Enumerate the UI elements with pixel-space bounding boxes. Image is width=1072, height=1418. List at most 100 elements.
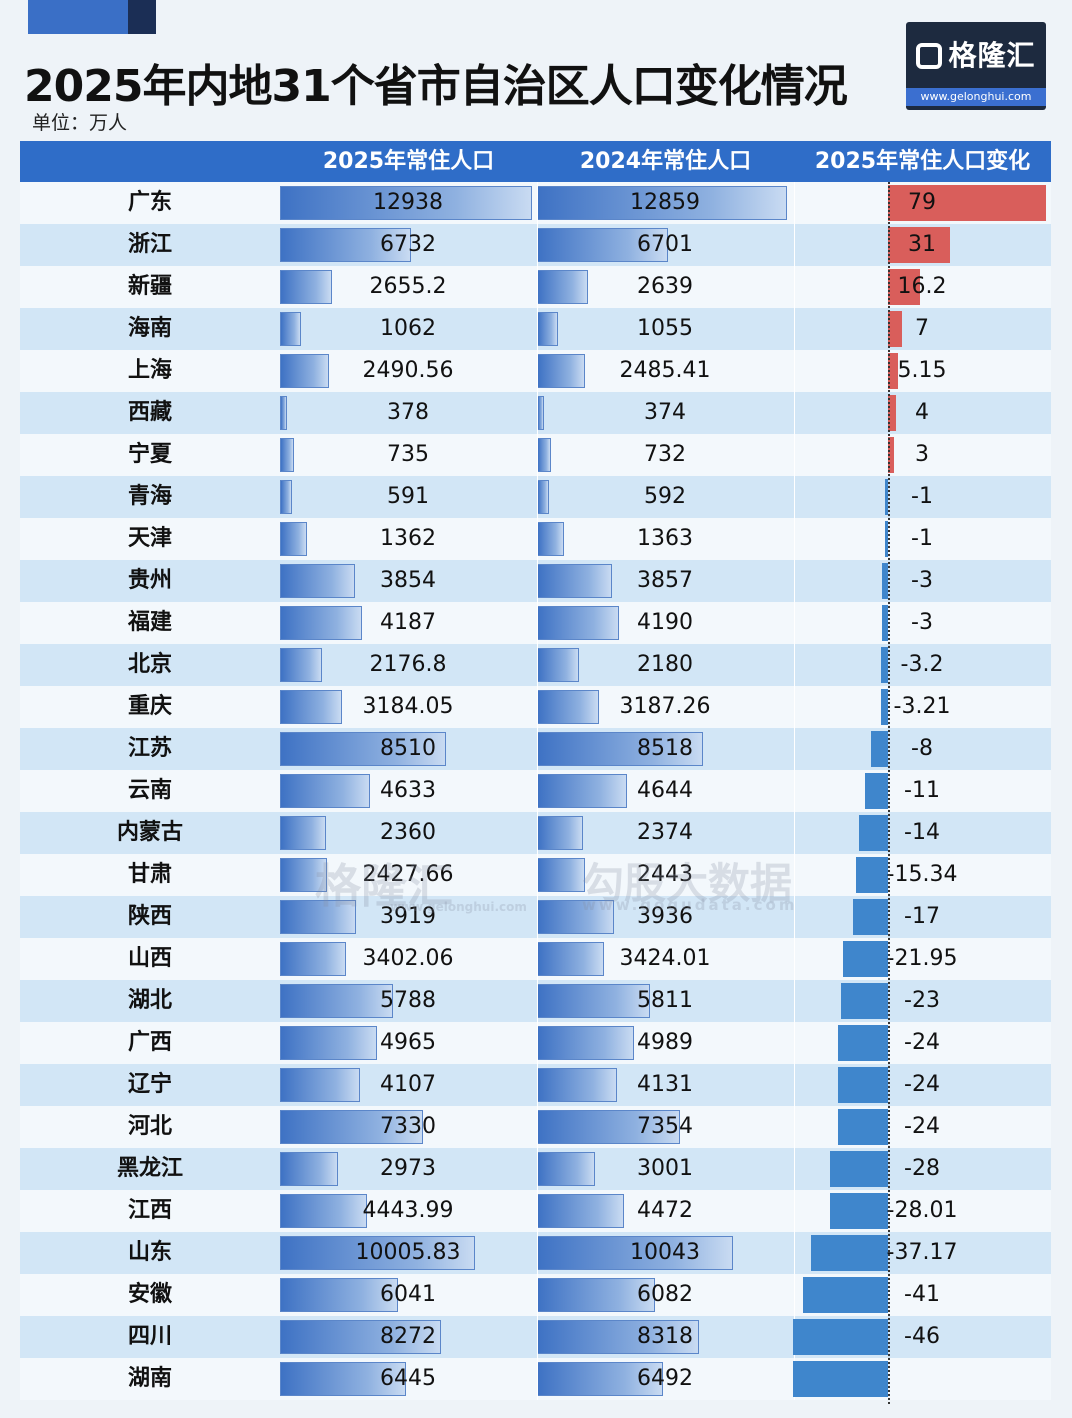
table-row: 内蒙古 2360 2374 -14	[20, 812, 1051, 854]
pop-2025-bar	[280, 984, 393, 1018]
change-value: -3	[911, 568, 933, 593]
pop-2025-cell: 3184.05	[280, 686, 536, 728]
change-value: -14	[904, 820, 940, 845]
table-row: 甘肃 2427.66 2443 -15.34	[20, 854, 1051, 896]
change-value: -21.95	[886, 946, 958, 971]
province-name: 甘肃	[127, 862, 172, 887]
pop-2025-cell: 4443.99	[280, 1190, 536, 1232]
pop-2024-cell: 12859	[537, 182, 793, 224]
pop-2025-value: 4443.99	[362, 1198, 454, 1223]
change-value: -1	[911, 526, 933, 551]
pop-2024-bar	[537, 1320, 699, 1354]
change-bar	[871, 731, 888, 767]
column-separator	[537, 518, 538, 560]
table-row: 广西 4965 4989 -24	[20, 1022, 1051, 1064]
column-separator	[537, 266, 538, 308]
province-name: 内蒙古	[116, 820, 183, 845]
pop-2024-bar	[537, 648, 580, 682]
pop-2025-cell: 2427.66	[280, 854, 536, 896]
pop-2025-bar	[280, 396, 288, 430]
table-row: 贵州 3854 3857 -3	[20, 560, 1051, 602]
change-bar	[888, 227, 950, 263]
pop-2024-cell: 5811	[537, 980, 793, 1022]
change-bar	[881, 605, 888, 641]
table-row: 上海 2490.56 2485.41 5.15	[20, 350, 1051, 392]
column-separator	[794, 182, 795, 224]
pop-2024-bar	[537, 1026, 635, 1060]
pop-2025-cell: 4633	[280, 770, 536, 812]
column-separator	[537, 560, 538, 602]
pop-2024-bar	[537, 732, 703, 766]
pop-2025-value: 591	[387, 484, 429, 509]
pop-2024-value: 8518	[637, 736, 693, 761]
change-value: -24	[904, 1072, 940, 1097]
column-separator	[794, 686, 795, 728]
pop-2025-value: 6041	[380, 1282, 436, 1307]
province-name: 黑龙江	[116, 1156, 183, 1181]
pop-2025-value: 2360	[380, 820, 436, 845]
column-separator	[794, 1064, 795, 1106]
column-separator	[794, 518, 795, 560]
column-separator	[794, 1232, 795, 1274]
pop-2024-bar	[537, 1278, 656, 1312]
column-separator	[537, 644, 538, 686]
province-name: 四川	[127, 1324, 172, 1349]
table-body: 广东 12938 12859 79 浙江 6732 6701 31 新疆 2655.2 2639 16…	[20, 182, 1051, 1400]
change-value: -11	[904, 778, 940, 803]
column-separator	[794, 224, 795, 266]
pop-2025-bar	[280, 690, 343, 724]
pop-2025-cell: 3919	[280, 896, 536, 938]
table-row: 陕西 3919 3936 -17	[20, 896, 1051, 938]
column-separator	[794, 1274, 795, 1316]
column-separator	[794, 854, 795, 896]
change-value: -24	[904, 1114, 940, 1139]
pop-2025-value: 2490.56	[362, 358, 454, 383]
pop-2025-value: 3854	[380, 568, 436, 593]
change-value: 7	[915, 316, 929, 341]
change-value: -37.17	[886, 1240, 958, 1265]
column-separator	[537, 728, 538, 770]
table-row: 江西 4443.99 4472 -28.01	[20, 1190, 1051, 1232]
pop-2025-value: 378	[387, 400, 429, 425]
pop-2025-value: 10005.83	[355, 1240, 461, 1265]
pop-2024-cell: 2180	[537, 644, 793, 686]
column-separator	[794, 812, 795, 854]
province-name: 陕西	[127, 904, 172, 929]
pop-2024-value: 12859	[630, 190, 700, 215]
logo-g-icon	[916, 43, 943, 69]
column-separator	[794, 308, 795, 350]
pop-2024-cell: 2374	[537, 812, 793, 854]
province-name: 青海	[127, 484, 172, 509]
pop-2025-value: 2973	[380, 1156, 436, 1181]
table-row: 新疆 2655.2 2639 16.2	[20, 266, 1051, 308]
pop-2024-bar	[537, 1152, 596, 1186]
header-2024: 2024年常住人口	[579, 149, 752, 174]
pop-2024-value: 3187.26	[619, 694, 711, 719]
pop-2025-value: 4107	[380, 1072, 436, 1097]
change-value: 79	[908, 190, 936, 215]
column-separator	[537, 686, 538, 728]
pop-2025-value: 8272	[380, 1324, 436, 1349]
pop-2024-cell: 4472	[537, 1190, 793, 1232]
column-separator	[794, 770, 795, 812]
column-separator	[537, 1232, 538, 1274]
pop-2025-cell: 10005.83	[280, 1232, 536, 1274]
pop-2024-bar	[537, 984, 651, 1018]
table-row: 青海 591 592 -1	[20, 476, 1051, 518]
pop-2024-cell: 1055	[537, 308, 793, 350]
pop-2024-value: 7354	[637, 1114, 693, 1139]
pop-2024-bar	[537, 1362, 664, 1396]
pop-2024-cell: 3936	[537, 896, 793, 938]
pop-2025-bar	[280, 354, 329, 388]
pop-2025-cell: 2176.8	[280, 644, 536, 686]
change-bar	[852, 899, 888, 935]
pop-2025-value: 12938	[373, 190, 443, 215]
table-row: 湖南 6445 6492	[20, 1358, 1051, 1400]
top-accent-bar	[28, 0, 128, 34]
brand-logo: 格隆汇 www.gelonghui.com	[906, 22, 1046, 110]
change-value: 16.2	[897, 274, 947, 299]
pop-2024-bar	[537, 564, 613, 598]
table-row: 安徽 6041 6082 -41	[20, 1274, 1051, 1316]
change-bar	[830, 1193, 888, 1229]
zero-axis-line	[888, 182, 890, 1404]
